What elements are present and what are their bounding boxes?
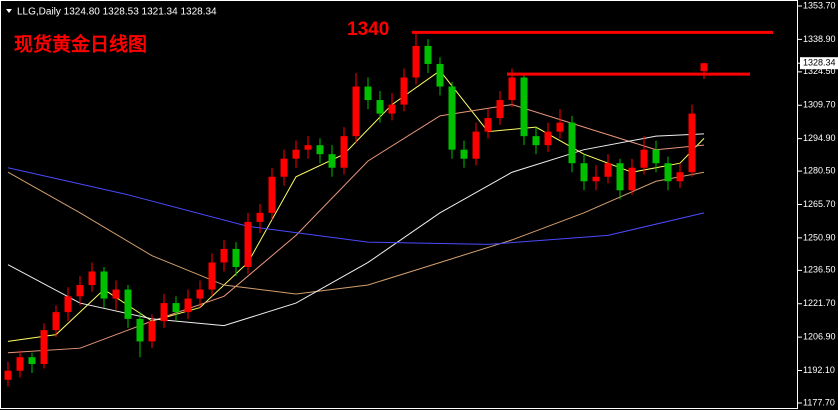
annotation: 1340 [347, 19, 389, 40]
candle-body [88, 271, 96, 286]
candle-body [520, 77, 528, 137]
candle-body [208, 262, 216, 290]
candle-body [28, 357, 36, 364]
candle-body [484, 118, 492, 132]
candle-body [220, 248, 228, 263]
candle-body [256, 212, 264, 222]
candle-body [124, 289, 132, 319]
candle-body [544, 131, 552, 146]
candle-body [604, 163, 612, 177]
candle-body [304, 145, 312, 150]
candle-body [472, 131, 480, 159]
y-tick-label: 1324.50 [803, 66, 836, 76]
y-tick-label: 1280.50 [803, 165, 836, 175]
candle-body [616, 163, 624, 191]
candle-body [364, 86, 372, 101]
chart-title: 现货黄金日线图 [14, 33, 147, 56]
candle-body [628, 167, 636, 191]
candle-body [112, 289, 120, 299]
candle-body [436, 63, 444, 87]
moving-average [7, 104, 705, 354]
candle-body [196, 289, 204, 299]
candle-body [556, 122, 564, 132]
y-tick-label: 1221.70 [803, 298, 836, 308]
candle-body [340, 136, 348, 168]
candle-body [508, 77, 516, 101]
candle-body [268, 176, 276, 213]
candle-body [580, 163, 588, 182]
candle-body [424, 45, 432, 64]
candle-body [136, 318, 144, 342]
y-tick-label: 1250.90 [803, 232, 836, 242]
candle-body [16, 357, 24, 371]
y-tick-label: 1177.70 [803, 397, 835, 407]
candle-body [676, 172, 684, 182]
candle-body [592, 176, 600, 182]
candle-body [316, 145, 324, 155]
candle-body [172, 303, 180, 313]
candle-body [76, 285, 84, 297]
moving-average [7, 167, 705, 245]
moving-average [7, 171, 705, 295]
last-price-label: 1328.34 [803, 58, 836, 68]
candle-body [400, 77, 408, 105]
candle-body [292, 149, 300, 159]
candle-body [148, 321, 156, 342]
header: LLG,Daily 1324.80 1328.53 1321.34 1328.3… [17, 7, 217, 18]
plot-frame [0, 0, 798, 409]
candle-body [184, 298, 192, 313]
candle-body [700, 63, 708, 72]
candle-body [328, 154, 336, 168]
candle-body [232, 248, 240, 267]
candle-body [100, 271, 108, 299]
y-tick-label: 1236.50 [803, 265, 836, 275]
candle-body [496, 100, 504, 119]
candle-body [4, 370, 12, 380]
candle-body [532, 136, 540, 146]
candle-body [412, 45, 420, 78]
candle-body [664, 163, 672, 182]
y-tick-label: 1206.90 [803, 332, 836, 342]
candle-body [40, 330, 48, 364]
candle-body [352, 86, 360, 137]
candle-body [64, 296, 72, 313]
candle-body [640, 149, 648, 168]
candle-body [280, 158, 288, 177]
y-tick-label: 1294.90 [803, 133, 836, 143]
candle-body [244, 221, 252, 267]
candle-body [388, 104, 396, 114]
last-price-box [800, 57, 838, 70]
candle-body [688, 113, 696, 173]
y-tick-label: 1353.70 [803, 0, 836, 10]
candle-body [52, 312, 60, 331]
candle-body [376, 100, 384, 114]
candle-body [568, 122, 576, 164]
candle-body [460, 149, 468, 159]
candle-body [160, 303, 168, 322]
candle-body [652, 149, 660, 164]
y-tick-label: 1265.70 [803, 199, 836, 209]
y-tick-label: 1338.90 [803, 34, 836, 44]
y-tick-label: 1309.70 [803, 100, 836, 110]
header-icon [6, 9, 12, 13]
candle-body [448, 86, 456, 150]
y-tick-label: 1192.10 [803, 365, 835, 375]
